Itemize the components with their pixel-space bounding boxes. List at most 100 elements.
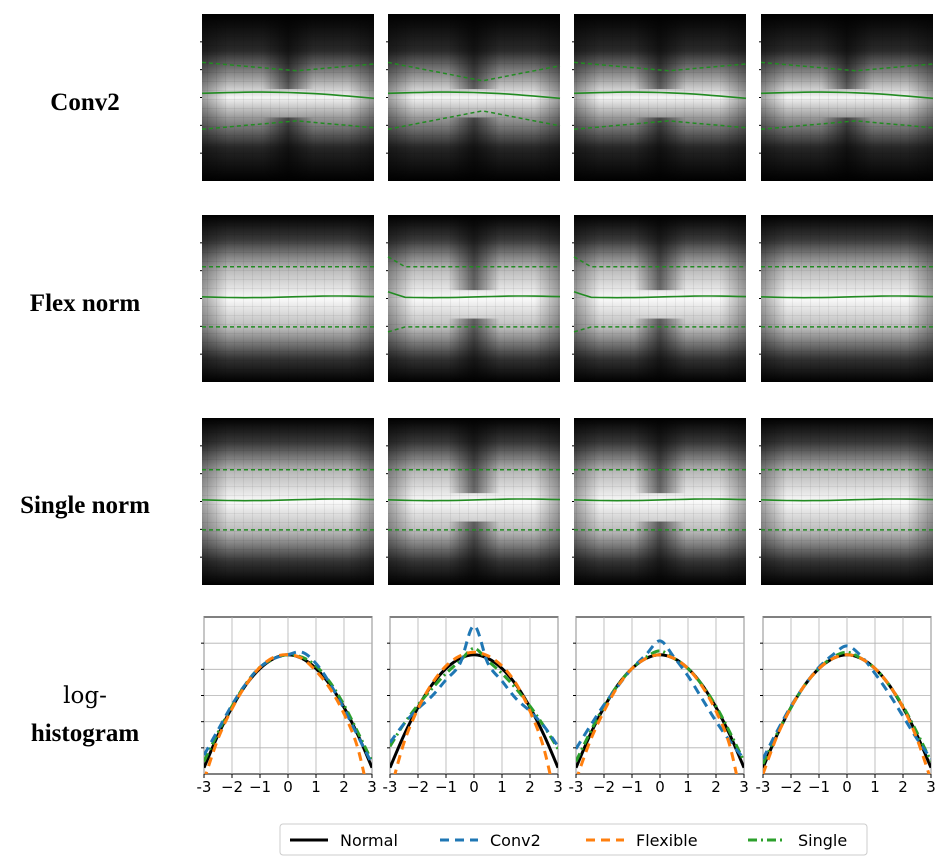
histogram-panel: -3 −2 −1 0 1 2 3 xyxy=(756,616,936,796)
median-line xyxy=(387,91,561,100)
series-line-conv2 xyxy=(576,639,744,760)
heatmap-panel xyxy=(759,418,934,585)
lower-quantile-line xyxy=(760,120,934,130)
heatmap-pixel-grid xyxy=(202,14,374,181)
heatmap-pixel-grid xyxy=(574,215,746,382)
histogram-panel: -3 −2 −1 0 1 2 3 xyxy=(569,616,749,796)
heatmap-pixel-grid xyxy=(761,418,933,585)
x-tick-label: 0 xyxy=(655,778,665,796)
x-tick-label: −1 xyxy=(435,778,457,796)
legend-label-normal: Normal xyxy=(340,831,398,850)
x-tick-label: 3 xyxy=(553,778,563,796)
series-line-single xyxy=(763,650,931,765)
upper-quantile-line xyxy=(201,61,375,72)
heatmap-pixel-grid xyxy=(202,215,374,382)
x-tick-label: −1 xyxy=(621,778,643,796)
lower-quantile-line xyxy=(573,120,747,130)
x-tick-label: 3 xyxy=(926,778,936,796)
heatmap-panel xyxy=(759,14,934,181)
x-tick-label: -3 xyxy=(569,778,584,796)
x-tick-label: −2 xyxy=(221,778,243,796)
median-line xyxy=(760,91,934,100)
row-label-histogram: histogram xyxy=(31,720,140,747)
x-tick-label: 0 xyxy=(469,778,479,796)
heatmap-panel xyxy=(386,215,561,382)
median-line xyxy=(201,295,375,299)
median-line xyxy=(760,295,934,299)
x-tick-label: −2 xyxy=(780,778,802,796)
x-tick-label: 0 xyxy=(842,778,852,796)
histogram-panel: -3 −2 −1 0 1 2 3 xyxy=(197,616,377,796)
heatmap-panel xyxy=(572,418,747,585)
heatmap-panel xyxy=(572,215,747,382)
x-tick-label: −2 xyxy=(593,778,615,796)
legend-label-conv2: Conv2 xyxy=(490,831,541,850)
upper-quantile-line xyxy=(760,61,934,72)
x-tick-label: −2 xyxy=(407,778,429,796)
histogram-row: -3 −2 −1 0 1 2 3 -3 −2 −1 0 1 2 3 -3 −2 −1 0 1 2 3 -3 −2 −1 0 1 2 3 xyxy=(197,616,936,796)
x-tick-label: 1 xyxy=(497,778,507,796)
median-line xyxy=(573,291,747,299)
median-line xyxy=(387,498,561,502)
heatmap-panel xyxy=(200,215,375,382)
heatmap-pixel-grid xyxy=(388,418,560,585)
lower-quantile-line xyxy=(201,120,375,130)
x-tick-label: 3 xyxy=(739,778,749,796)
series-line-flexible xyxy=(204,653,366,774)
series-line-single xyxy=(390,646,558,750)
legend: Normal Conv2 Flexible Single xyxy=(279,823,868,856)
lower-quantile-line xyxy=(387,326,560,333)
series-line-flexible xyxy=(576,653,738,774)
heatmap-pixel-grid xyxy=(202,418,374,585)
lower-quantile-line xyxy=(573,326,746,333)
median-line xyxy=(760,498,934,502)
series-line-conv2 xyxy=(763,644,931,760)
x-tick-label: 3 xyxy=(367,778,377,796)
x-tick-label: 2 xyxy=(711,778,721,796)
lower-quantile-line xyxy=(387,110,561,130)
median-line xyxy=(201,91,375,100)
x-tick-label: 0 xyxy=(283,778,293,796)
histogram-panel: -3 −2 −1 0 1 2 3 xyxy=(383,616,563,796)
heatmap-pixel-grid xyxy=(761,14,933,181)
heatmap-pixel-grid xyxy=(388,14,560,181)
heatmap-panel xyxy=(386,14,561,181)
legend-label-flexible: Flexible xyxy=(636,831,698,850)
row-label-flex-norm: Flex norm xyxy=(30,290,141,317)
x-tick-label: 2 xyxy=(339,778,349,796)
series-line-flexible xyxy=(393,650,552,774)
x-tick-label: −1 xyxy=(808,778,830,796)
x-tick-label: 2 xyxy=(898,778,908,796)
x-tick-label: 1 xyxy=(311,778,321,796)
x-tick-label: −1 xyxy=(249,778,271,796)
upper-quantile-line xyxy=(387,256,560,268)
row-label-conv2: Conv2 xyxy=(50,89,119,116)
row-label-single-norm: Single norm xyxy=(20,492,150,519)
heatmap-panel xyxy=(572,14,747,181)
heatmap-pixel-grid xyxy=(388,215,560,382)
heatmap-pixel-grid xyxy=(574,418,746,585)
upper-quantile-line xyxy=(573,256,746,268)
x-tick-label: -3 xyxy=(197,778,212,796)
heatmap-panel xyxy=(759,215,934,382)
heatmap-pixel-grid xyxy=(574,14,746,181)
heatmap-panel xyxy=(200,418,375,585)
heatmap-panel xyxy=(200,14,375,181)
x-tick-label: 1 xyxy=(683,778,693,796)
x-tick-label: -3 xyxy=(383,778,398,796)
heatmap-pixel-grid xyxy=(761,215,933,382)
legend-frame xyxy=(279,823,868,856)
upper-quantile-line xyxy=(387,61,561,82)
median-line xyxy=(573,91,747,100)
upper-quantile-line xyxy=(573,61,747,72)
median-line xyxy=(201,498,375,502)
heatmap-grid xyxy=(200,14,934,585)
x-tick-label: 1 xyxy=(870,778,880,796)
median-line xyxy=(387,291,561,299)
row-label-log: log- xyxy=(63,683,107,709)
x-tick-label: 2 xyxy=(525,778,535,796)
heatmap-panel xyxy=(386,418,561,585)
median-line xyxy=(573,498,747,502)
series-line-flexible xyxy=(763,653,931,774)
